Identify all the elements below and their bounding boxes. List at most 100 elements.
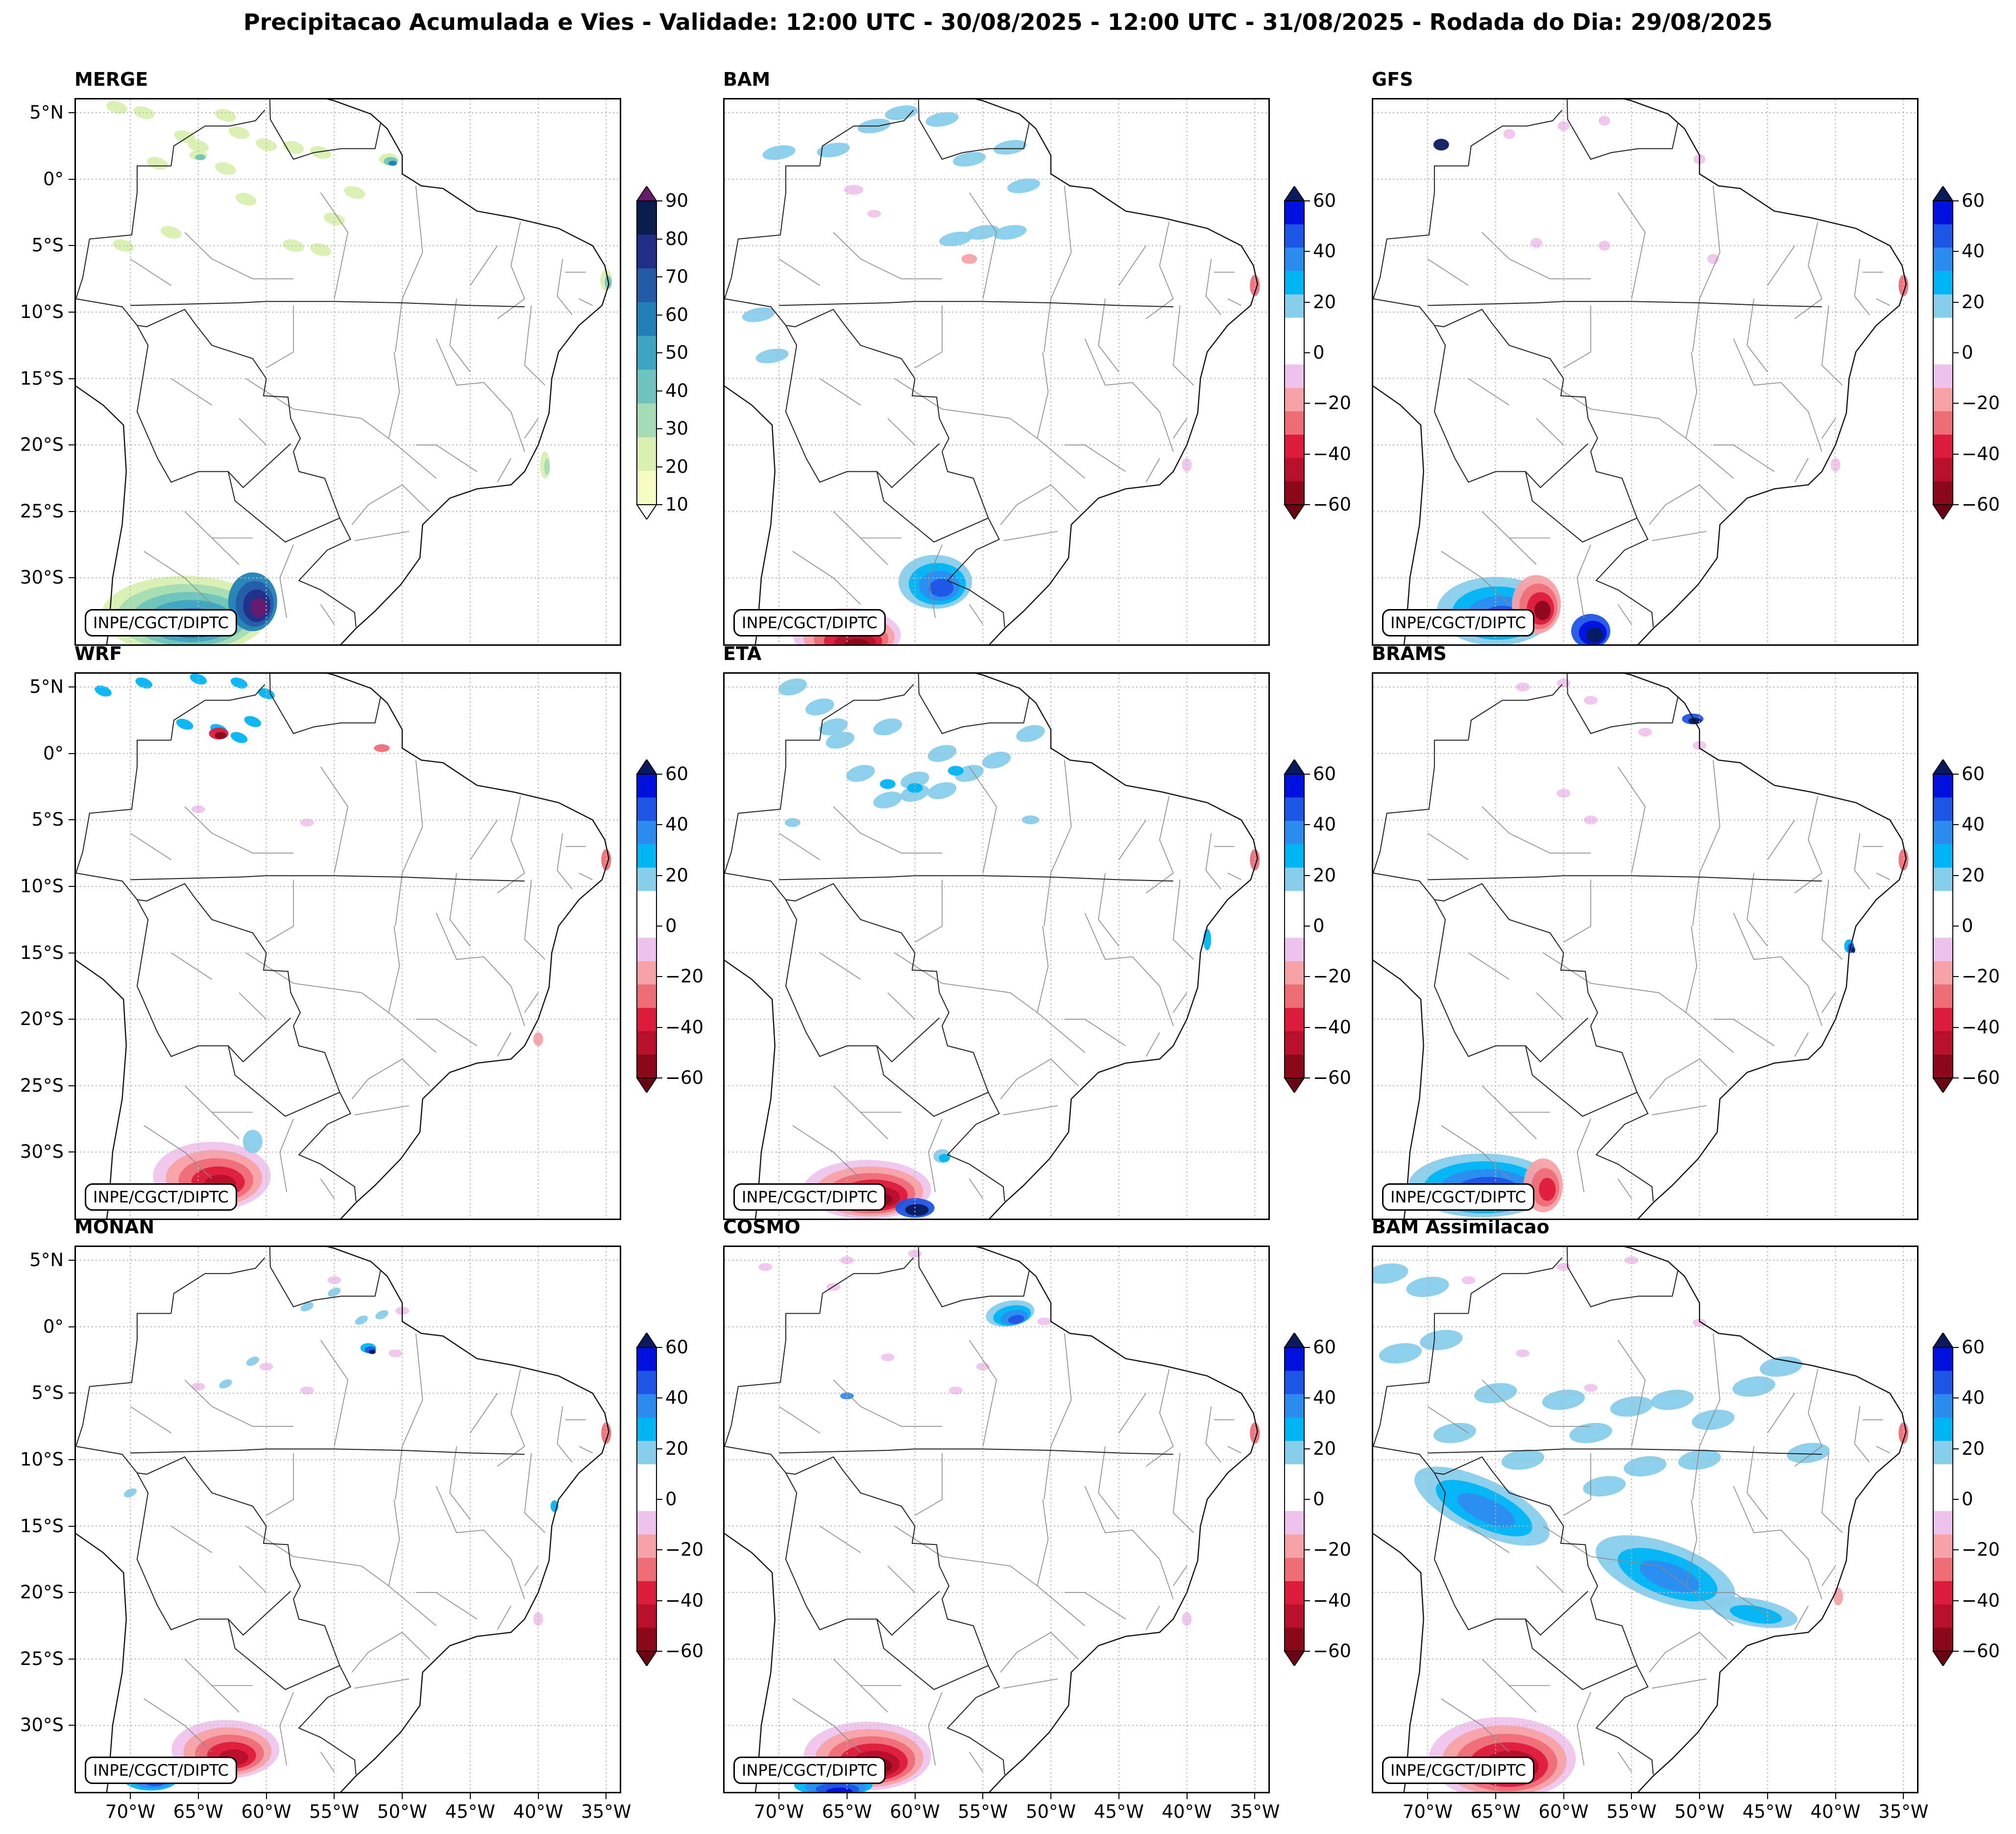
state-border — [415, 1019, 478, 1047]
colorbar-segment — [1933, 984, 1953, 1008]
colorbar-segment — [637, 844, 656, 868]
graticule — [725, 674, 1268, 1219]
colorbar-tick-label: 40 — [1962, 241, 1985, 262]
state-border — [1000, 1058, 1079, 1100]
state-border — [1876, 873, 1890, 880]
colorbar-tick-label: 0 — [1962, 1489, 1973, 1510]
bias-area — [994, 225, 1027, 240]
state-border — [1145, 1032, 1160, 1057]
longitude-tick — [1563, 1793, 1564, 1799]
map-lines — [1373, 99, 1907, 644]
state-border — [130, 1406, 171, 1434]
state-border — [130, 258, 171, 286]
bias-area — [215, 732, 227, 739]
longitude-label: 50°W — [1025, 1801, 1076, 1822]
state-border — [1543, 378, 1659, 419]
colorbar-tick — [1304, 504, 1310, 505]
colorbar-extend-bottom — [1932, 504, 1954, 519]
state-border — [1794, 1369, 1822, 1467]
state-border — [1733, 338, 1822, 452]
state-border — [1010, 1565, 1038, 1587]
colorbar-tick — [656, 1499, 662, 1500]
country-border — [1566, 674, 1678, 734]
colorbar-tick-label: −60 — [665, 1067, 704, 1088]
bias-area — [905, 1204, 929, 1216]
colorbar-segment — [1285, 224, 1304, 248]
coastline-pacific — [725, 385, 776, 644]
state-border — [354, 1105, 410, 1116]
state-border — [1064, 1019, 1126, 1047]
state-border — [436, 912, 525, 1026]
state-border — [1617, 192, 1646, 299]
colorbar-tick — [1304, 1549, 1310, 1551]
state-border — [1577, 544, 1591, 618]
state-border — [1543, 1525, 1659, 1566]
state-border — [1685, 1499, 1734, 1626]
state-border — [1427, 258, 1469, 286]
country-border — [227, 1619, 340, 1690]
state-border — [1098, 873, 1119, 947]
bias-area — [1692, 1409, 1735, 1430]
latitude-label: 20°S — [20, 1008, 64, 1030]
bias-area — [840, 1392, 854, 1399]
latitude-tick — [69, 1525, 74, 1527]
state-border — [579, 873, 593, 880]
colorbar-segment — [637, 774, 656, 798]
state-border — [1821, 305, 1843, 386]
colorbar-tick — [656, 1651, 662, 1652]
panel-title-wrf: WRF — [74, 643, 122, 664]
precip-area — [389, 161, 397, 166]
colorbar-segment — [1285, 797, 1304, 821]
colorbar-segment — [1285, 388, 1304, 412]
coastline — [326, 99, 610, 644]
colorbar-bias-monan — [636, 1333, 657, 1666]
country-border — [1566, 99, 1678, 160]
bias-area — [982, 752, 1011, 769]
colorbar-segment — [1933, 891, 1953, 915]
latitude-label: 0° — [43, 168, 64, 190]
map-lines — [76, 99, 610, 644]
colorbar-segment — [1285, 1441, 1304, 1465]
country-border — [918, 99, 1030, 160]
state-border — [1649, 484, 1727, 525]
credit-badge: INPE/CGCT/DIPTC — [85, 1757, 237, 1784]
colorbar-segment — [1933, 1007, 1953, 1032]
colorbar-segment — [637, 1418, 656, 1442]
bias-area — [939, 1154, 949, 1162]
longitude-tick — [846, 1793, 848, 1799]
country-border — [1566, 1247, 1678, 1308]
credit-badge: INPE/CGCT/DIPTC — [85, 609, 237, 636]
colorbar-segment — [1933, 1370, 1953, 1394]
colorbar-tick-label: 30 — [665, 418, 689, 439]
state-border — [1084, 912, 1174, 1026]
state-border — [1563, 1453, 1591, 1516]
colorbar-tick — [1953, 824, 1959, 826]
latitude-label: 5°N — [29, 676, 64, 698]
longitude-tick — [914, 1793, 916, 1799]
colorbar-tick — [656, 1600, 662, 1601]
colorbar-tick — [1304, 1600, 1310, 1601]
state-border — [1205, 833, 1221, 889]
state-border — [1145, 458, 1160, 483]
coastline-pacific — [1373, 959, 1424, 1219]
state-border — [497, 1032, 511, 1057]
colorbar-tick-label: −20 — [1313, 392, 1352, 414]
bias-area — [1516, 1349, 1530, 1357]
state-border — [1118, 245, 1146, 286]
state-border — [184, 232, 293, 279]
colorbar-segment — [637, 369, 656, 404]
state-border — [524, 1565, 539, 1587]
bias-area — [1651, 1390, 1694, 1410]
colorbar-tick — [1953, 976, 1959, 978]
latitude-tick — [69, 753, 74, 754]
country-border — [170, 110, 266, 166]
colorbar-segment — [1933, 1464, 1953, 1488]
latitude-tick — [69, 577, 74, 579]
colorbar-segment — [1933, 797, 1953, 821]
colorbar-tick — [656, 428, 662, 429]
latitude-tick — [69, 378, 74, 379]
colorbar-segment — [1933, 774, 1953, 798]
state-border — [266, 1453, 294, 1516]
country-border — [76, 1313, 171, 1447]
bias-area — [846, 765, 875, 782]
